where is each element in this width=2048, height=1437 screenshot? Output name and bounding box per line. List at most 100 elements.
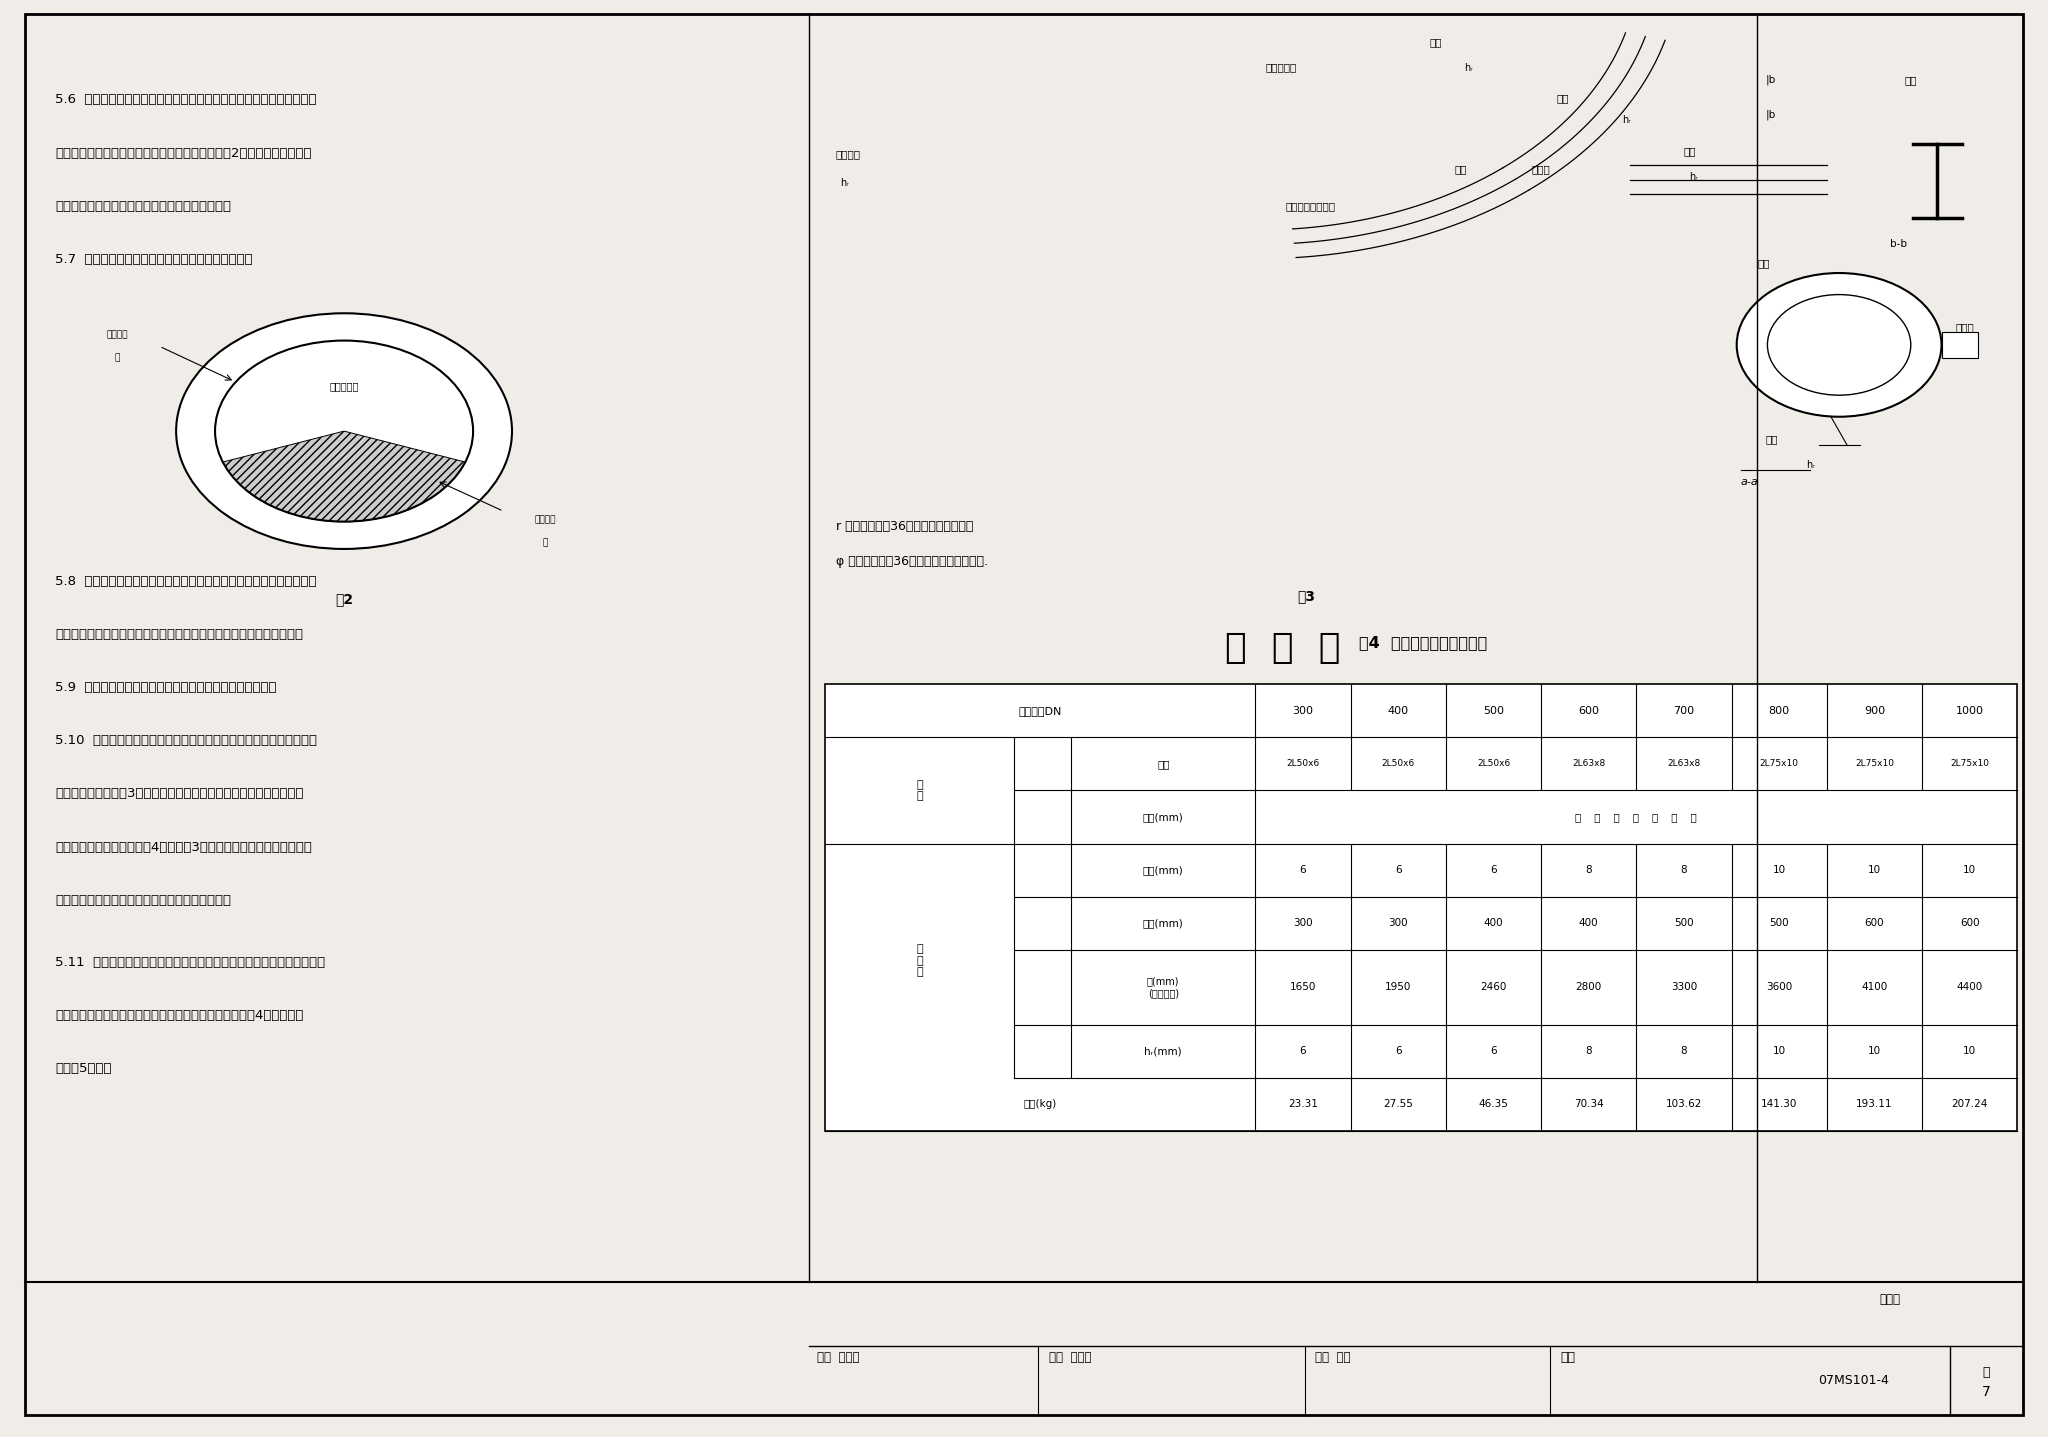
Text: 8: 8	[1585, 865, 1591, 875]
Text: 公称直径DN: 公称直径DN	[1018, 706, 1063, 716]
Text: 钢管: 钢管	[1757, 259, 1769, 269]
Text: 域: 域	[115, 354, 121, 362]
Text: b-b: b-b	[1890, 239, 1907, 249]
Text: 5.7  管体纵横两方向严禁出现十字交叉的对接焊缝。: 5.7 管体纵横两方向严禁出现十字交叉的对接焊缝。	[55, 253, 252, 266]
Wedge shape	[223, 431, 465, 522]
Text: 焊缝: 焊缝	[1765, 434, 1778, 444]
Text: 区域范围。同时相邻管节的纵向焊缝位置应错开。: 区域范围。同时相邻管节的纵向焊缝位置应错开。	[55, 200, 231, 213]
Text: 6: 6	[1491, 1046, 1497, 1056]
Text: 500: 500	[1483, 706, 1503, 716]
Text: 2L50x6: 2L50x6	[1477, 759, 1509, 769]
Text: 10: 10	[1774, 865, 1786, 875]
Bar	[825, 684, 2017, 1131]
Text: hᵣ(mm): hᵣ(mm)	[1145, 1046, 1182, 1056]
Text: 弯头: 弯头	[1454, 164, 1466, 174]
Text: 角
钢: 角 钢	[915, 779, 924, 802]
Text: 8: 8	[1585, 1046, 1591, 1056]
Text: 2L75x10: 2L75x10	[1855, 759, 1894, 769]
Text: 600: 600	[1864, 918, 1884, 928]
Text: 弧形支座。此弧形支座一并浇在混凝土中。弧形支座如图4所示，其尺: 弧形支座。此弧形支座一并浇在混凝土中。弧形支座如图4所示，其尺	[55, 1009, 303, 1022]
Text: 46.35: 46.35	[1479, 1099, 1509, 1109]
Text: 2L50x6: 2L50x6	[1286, 759, 1319, 769]
Text: 厚度(mm): 厚度(mm)	[1143, 865, 1184, 875]
Text: 6: 6	[1300, 1046, 1307, 1056]
Text: 500: 500	[1673, 918, 1694, 928]
Text: 置，孔洞尽量开在应力较小的位置且在任何情况下不得开设矩形孔洞。: 置，孔洞尽量开在应力较小的位置且在任何情况下不得开设矩形孔洞。	[55, 628, 303, 641]
Text: 下表面区: 下表面区	[535, 514, 557, 525]
Text: 3600: 3600	[1765, 983, 1792, 992]
Text: 8: 8	[1681, 865, 1688, 875]
Text: 域: 域	[543, 539, 549, 547]
Text: 5.9  管道在制作安装时，应采取措施避免内外防腐层损坏。: 5.9 管道在制作安装时，应采取措施避免内外防腐层损坏。	[55, 681, 276, 694]
Text: 2460: 2460	[1481, 983, 1507, 992]
Text: 8: 8	[1681, 1046, 1688, 1056]
Text: hᵣ: hᵣ	[1690, 172, 1698, 182]
Text: 双面焊缝: 双面焊缝	[836, 149, 860, 160]
Text: 连接板: 连接板	[1956, 323, 1974, 332]
Text: 5.10  为保证管道吊装就位时几何尺寸不产生过大变化，应在两拱脚处: 5.10 为保证管道吊装就位时几何尺寸不产生过大变化，应在两拱脚处	[55, 734, 317, 747]
Circle shape	[1737, 273, 1942, 417]
Text: 23.31: 23.31	[1288, 1099, 1319, 1109]
Text: 焊缝: 焊缝	[1430, 37, 1442, 47]
Text: 断。拉杆及连接板规格由表4选用。图3中所示拉杆不作为吊装构件，施: 断。拉杆及连接板规格由表4选用。图3中所示拉杆不作为吊装构件，施	[55, 841, 311, 854]
Text: 700: 700	[1673, 706, 1694, 716]
Text: 规格: 规格	[1157, 759, 1169, 769]
Text: 页: 页	[1982, 1365, 1991, 1380]
Text: 校对  王水华: 校对 王水华	[1049, 1351, 1092, 1364]
Text: 工单位应对管道吊装时的强度及稳定性进行设计。: 工单位应对管道吊装时的强度及稳定性进行设计。	[55, 894, 231, 907]
Text: 连接板: 连接板	[1532, 164, 1550, 174]
Text: 寸由表5选用。: 寸由表5选用。	[55, 1062, 113, 1075]
Text: 图集号: 图集号	[1880, 1293, 1901, 1306]
Text: 5.6  为避免纵向焊缝在正常使用期间处于最大受力位置，拼接管段时，: 5.6 为避免纵向焊缝在正常使用期间处于最大受力位置，拼接管段时，	[55, 93, 317, 106]
Text: 600: 600	[1579, 706, 1599, 716]
Text: φ 值见本图集第36页支墩参数选用表表注.: φ 值见本图集第36页支墩参数选用表表注.	[836, 555, 987, 568]
Text: 600: 600	[1960, 918, 1980, 928]
Text: 103.62: 103.62	[1665, 1099, 1702, 1109]
Text: 70.34: 70.34	[1573, 1099, 1604, 1109]
Text: 李建: 李建	[1561, 1351, 1575, 1364]
Text: 07MS101-4: 07MS101-4	[1819, 1374, 1888, 1388]
Text: r 值见本图集第36页支墩参数选用表；: r 值见本图集第36页支墩参数选用表；	[836, 520, 973, 533]
Text: 6: 6	[1491, 865, 1497, 875]
Text: 表4  拉杆、连接板规格尺寸: 表4 拉杆、连接板规格尺寸	[1360, 635, 1487, 650]
Text: 400: 400	[1389, 706, 1409, 716]
Text: |b: |b	[1765, 109, 1776, 119]
Text: 上表面区: 上表面区	[106, 331, 129, 339]
Text: 10: 10	[1868, 865, 1880, 875]
Text: 连
接
板: 连 接 板	[915, 944, 924, 977]
Bar	[1942, 332, 1978, 358]
Text: hᵣ: hᵣ	[840, 178, 848, 188]
Text: 1950: 1950	[1384, 983, 1411, 992]
Text: 900: 900	[1864, 706, 1884, 716]
Text: 2L50x6: 2L50x6	[1382, 759, 1415, 769]
Text: 5.11  为便于管道吊装就位和浇捣支墩混凝土，应在支墩范围内设置临时: 5.11 为便于管道吊装就位和浇捣支墩混凝土，应在支墩范围内设置临时	[55, 956, 326, 969]
Text: 4100: 4100	[1862, 983, 1888, 992]
Text: 对支座处的管段及拱顶处管段应将纵向焊缝避开图2中斜线所标示的幅角: 对支座处的管段及拱顶处管段应将纵向焊缝避开图2中斜线所标示的幅角	[55, 147, 311, 160]
Text: a-a: a-a	[1741, 477, 1759, 487]
Text: 7: 7	[1982, 1385, 1991, 1400]
Text: 2L75x10: 2L75x10	[1950, 759, 1989, 769]
Text: 300: 300	[1292, 918, 1313, 928]
Text: 长度(mm): 长度(mm)	[1143, 812, 1184, 822]
Text: hᵣ: hᵣ	[1622, 115, 1630, 125]
Text: 500: 500	[1769, 918, 1790, 928]
Text: 3300: 3300	[1671, 983, 1698, 992]
Text: 6: 6	[1300, 865, 1307, 875]
Text: 300: 300	[1389, 918, 1409, 928]
Text: 支墩斜面线: 支墩斜面线	[1266, 62, 1296, 72]
Text: 6: 6	[1395, 1046, 1401, 1056]
Text: 207.24: 207.24	[1952, 1099, 1989, 1109]
Text: 2L75x10: 2L75x10	[1759, 759, 1798, 769]
Text: 按    实    际    需    要    下    料: 按 实 际 需 要 下 料	[1575, 812, 1698, 822]
Text: 27.55: 27.55	[1382, 1099, 1413, 1109]
Text: 设计  李健: 设计 李健	[1315, 1351, 1350, 1364]
Text: 10: 10	[1868, 1046, 1880, 1056]
Text: 焊缝: 焊缝	[1556, 93, 1569, 103]
Text: 141.30: 141.30	[1761, 1099, 1798, 1109]
Text: 10: 10	[1774, 1046, 1786, 1056]
Text: 10: 10	[1964, 865, 1976, 875]
Text: 4400: 4400	[1956, 983, 1982, 992]
Text: 长(mm)
(展开长度): 长(mm) (展开长度)	[1147, 976, 1180, 999]
Text: 800: 800	[1769, 706, 1790, 716]
Text: 宽度(mm): 宽度(mm)	[1143, 918, 1184, 928]
